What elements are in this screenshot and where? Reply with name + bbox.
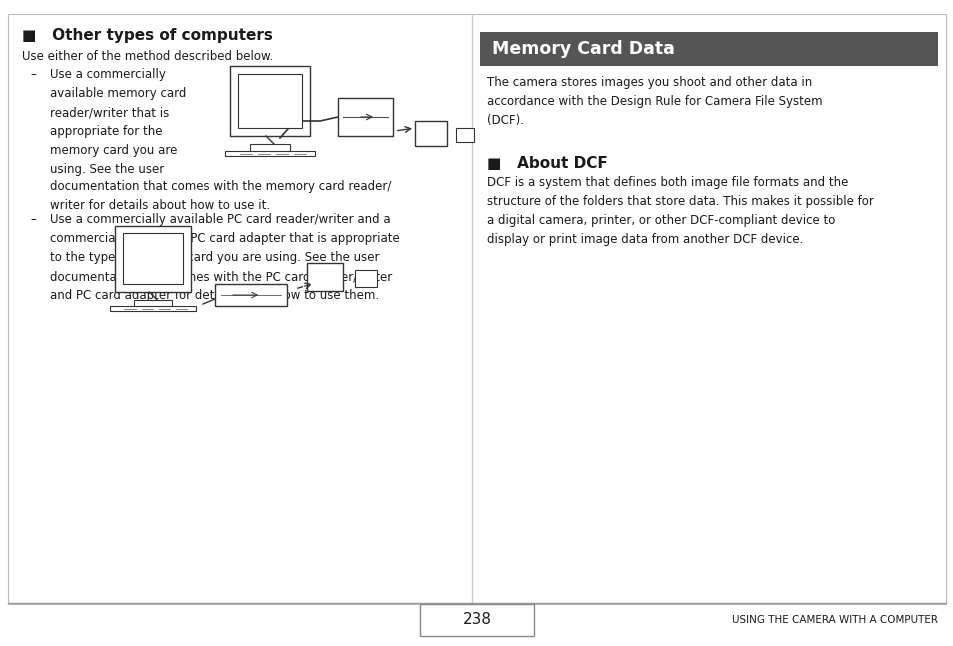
Text: documentation that comes with the memory card reader/
writer for details about h: documentation that comes with the memory… (50, 180, 391, 212)
Text: 238: 238 (462, 612, 491, 627)
Bar (230, 66, 310, 136)
FancyBboxPatch shape (415, 121, 447, 146)
Bar (214, 284, 287, 306)
Text: –: – (30, 68, 36, 81)
Text: Use a commercially available PC card reader/writer and a
commercially available : Use a commercially available PC card rea… (50, 213, 399, 302)
Text: Use either of the method described below.: Use either of the method described below… (22, 50, 273, 63)
Bar (307, 263, 343, 291)
Bar (237, 74, 302, 128)
Bar (111, 306, 195, 311)
Bar (337, 98, 393, 136)
Bar (479, 32, 937, 66)
Text: Use a commercially
available memory card
reader/writer that is
appropriate for t: Use a commercially available memory card… (50, 68, 186, 176)
Text: USING THE CAMERA WITH A COMPUTER: USING THE CAMERA WITH A COMPUTER (731, 615, 937, 625)
Text: ■   Other types of computers: ■ Other types of computers (22, 28, 273, 43)
Text: Memory Card Data: Memory Card Data (492, 40, 674, 58)
Bar (355, 270, 376, 287)
Bar (123, 233, 183, 284)
Bar (133, 300, 172, 307)
Text: DCF is a system that defines both image file formats and the
structure of the fo: DCF is a system that defines both image … (486, 176, 873, 246)
Text: –: – (30, 213, 36, 226)
Text: ■   About DCF: ■ About DCF (486, 156, 607, 171)
Bar (419, 604, 534, 636)
Bar (250, 144, 290, 152)
Text: The camera stores images you shoot and other data in
accordance with the Design : The camera stores images you shoot and o… (486, 76, 821, 127)
Bar (225, 151, 314, 156)
FancyBboxPatch shape (456, 128, 474, 142)
Bar (115, 225, 191, 292)
